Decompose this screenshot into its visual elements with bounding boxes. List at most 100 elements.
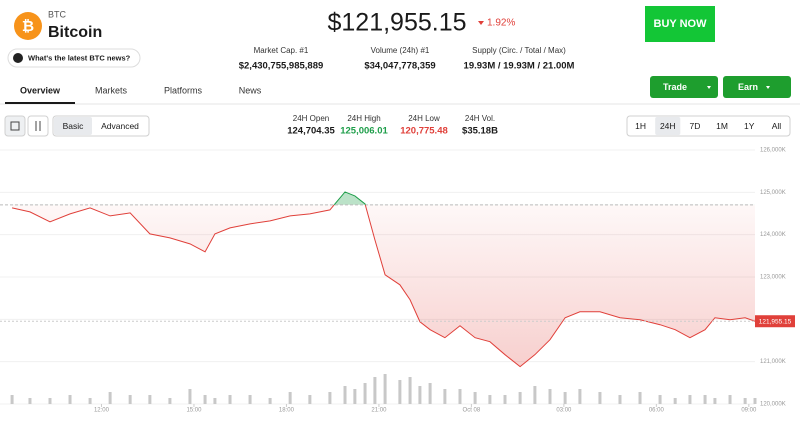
volume-bar bbox=[518, 392, 522, 404]
volume-bar bbox=[703, 395, 707, 404]
x-tick-label: 06:00 bbox=[649, 408, 665, 414]
volume-bar bbox=[308, 395, 312, 404]
action-label[interactable]: Earn bbox=[738, 82, 758, 92]
volume-bar bbox=[618, 395, 622, 404]
down-arrow bbox=[478, 21, 484, 25]
earn-button[interactable] bbox=[723, 76, 791, 98]
price-line-down bbox=[11, 204, 756, 368]
volume-bar bbox=[48, 398, 52, 404]
price: $121,955.15 bbox=[327, 9, 466, 37]
day-stat-label: 24H Low bbox=[408, 114, 440, 123]
volume-bar bbox=[148, 395, 152, 404]
volume-bar bbox=[353, 389, 357, 404]
day-stat-value: 124,704.35 bbox=[287, 126, 335, 137]
range-group bbox=[626, 115, 791, 137]
stat-value: 19.93M / 19.93M / 21.00M bbox=[464, 61, 575, 72]
news-pill[interactable] bbox=[7, 48, 141, 68]
volume-bar bbox=[428, 383, 432, 404]
stat-label: Market Cap. #1 bbox=[254, 46, 309, 55]
volume-bar bbox=[688, 395, 692, 404]
volume-bar bbox=[108, 392, 112, 404]
action-label[interactable]: Trade bbox=[663, 82, 687, 92]
coin-glyph: ₿ bbox=[22, 18, 34, 35]
volume-bar bbox=[363, 383, 367, 404]
day-stat-value: 125,006.01 bbox=[340, 126, 388, 137]
tab[interactable]: Markets bbox=[95, 85, 128, 95]
x-tick-label: 18:00 bbox=[279, 408, 295, 414]
y-tick-label: 124,000K bbox=[760, 232, 786, 238]
change: 1.92% bbox=[487, 18, 515, 29]
volume-bar bbox=[168, 398, 172, 404]
volume-bar bbox=[473, 392, 477, 404]
mode[interactable]: Basic bbox=[63, 121, 85, 131]
last-price-label: 121,955.15 bbox=[759, 318, 792, 325]
symbol: BTC bbox=[48, 9, 67, 19]
x-tick-label: 15:00 bbox=[186, 408, 202, 414]
volume-bar bbox=[598, 392, 602, 404]
y-tick-label: 123,000K bbox=[760, 275, 786, 281]
y-tick-label: 125,000K bbox=[760, 190, 786, 196]
range[interactable]: 24H bbox=[660, 121, 676, 131]
volume-bar bbox=[638, 392, 642, 404]
volume-bar bbox=[443, 389, 447, 404]
day-stat-value: $35.18B bbox=[462, 126, 498, 137]
volume-bar bbox=[328, 392, 332, 404]
mode[interactable]: Advanced bbox=[101, 121, 139, 131]
range[interactable]: 1H bbox=[635, 121, 646, 131]
volume-bar bbox=[563, 392, 567, 404]
tab[interactable]: Platforms bbox=[164, 85, 203, 95]
volume-bar bbox=[743, 398, 747, 404]
volume-bar bbox=[88, 398, 92, 404]
volume-bar bbox=[753, 398, 757, 404]
ad-cta: BUY NOW bbox=[654, 18, 708, 30]
volume-bar bbox=[658, 395, 662, 404]
tab[interactable]: News bbox=[239, 85, 262, 95]
range[interactable]: 7D bbox=[689, 121, 700, 131]
range[interactable]: 1M bbox=[716, 121, 728, 131]
volume-bar bbox=[28, 398, 32, 404]
range-selected bbox=[655, 117, 681, 135]
coin-icon bbox=[14, 12, 42, 40]
volume-bar bbox=[228, 395, 232, 404]
x-tick-label: 09:00 bbox=[741, 408, 757, 414]
candle-type-button[interactable] bbox=[27, 115, 49, 137]
volume-bar bbox=[248, 395, 252, 404]
volume-bar bbox=[548, 389, 552, 404]
day-stat-label: 24H Vol. bbox=[465, 114, 495, 123]
volume-bar bbox=[188, 389, 192, 404]
x-tick-label: 21:00 bbox=[371, 408, 387, 414]
volume-bar bbox=[343, 386, 347, 404]
volume-bar bbox=[213, 398, 217, 404]
range[interactable]: 1Y bbox=[744, 121, 755, 131]
trade-button[interactable] bbox=[650, 76, 718, 98]
stat-value: $2,430,755,985,889 bbox=[239, 61, 324, 72]
stat-value: $34,047,778,359 bbox=[364, 61, 435, 72]
chart-type-button[interactable] bbox=[4, 115, 26, 137]
volume-bar bbox=[533, 386, 537, 404]
caret bbox=[707, 86, 711, 89]
area-down bbox=[12, 204, 755, 367]
icon bbox=[10, 121, 20, 131]
volume-bar bbox=[728, 395, 732, 404]
volume-bar bbox=[68, 395, 72, 404]
volume-bar bbox=[713, 398, 717, 404]
caret bbox=[766, 86, 770, 89]
x-tick-label: 03:00 bbox=[556, 408, 572, 414]
volume-bar bbox=[673, 398, 677, 404]
volume-bar bbox=[578, 389, 582, 404]
y-tick-label: 120,000K bbox=[760, 402, 786, 408]
tab-underline bbox=[5, 102, 75, 104]
volume-bar bbox=[488, 395, 492, 404]
y-tick-label: 121,000K bbox=[760, 359, 786, 365]
news-text: What's the latest BTC news? bbox=[28, 53, 131, 62]
last-price-tag bbox=[755, 315, 795, 328]
tab[interactable]: Overview bbox=[20, 85, 61, 95]
stat-label: Supply (Circ. / Total / Max) bbox=[472, 46, 566, 55]
volume-bar bbox=[10, 395, 14, 404]
day-stat-label: 24H High bbox=[347, 114, 380, 123]
ad[interactable] bbox=[645, 6, 715, 42]
range[interactable]: All bbox=[772, 121, 782, 131]
y-tick-label: 126,000K bbox=[760, 148, 786, 154]
day-stat-label: 24H Open bbox=[293, 114, 329, 123]
